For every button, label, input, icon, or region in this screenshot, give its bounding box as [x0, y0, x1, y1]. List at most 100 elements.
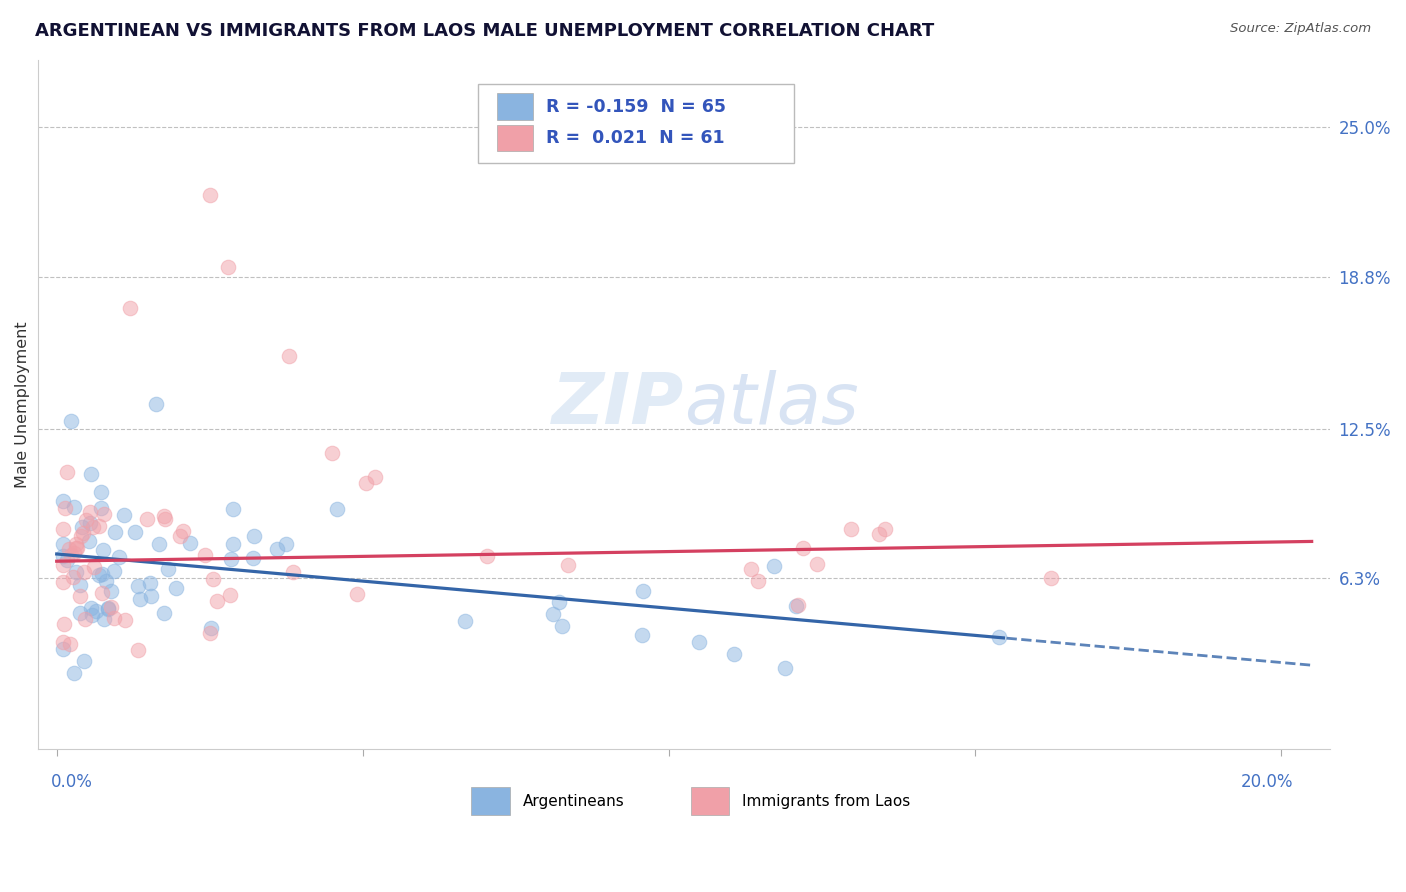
Point — [52, 634, 75, 648]
Point — [194, 548, 217, 562]
Point — [222, 502, 245, 516]
Point — [205, 594, 228, 608]
FancyBboxPatch shape — [478, 84, 794, 163]
Point — [90, 566, 112, 581]
Point — [200, 626, 222, 640]
Text: atlas: atlas — [685, 370, 859, 439]
Point — [773, 661, 796, 675]
Point — [547, 595, 569, 609]
Point — [59, 637, 82, 651]
Text: ARGENTINEAN VS IMMIGRANTS FROM LAOS MALE UNEMPLOYMENT CORRELATION CHART: ARGENTINEAN VS IMMIGRANTS FROM LAOS MALE… — [35, 22, 935, 40]
Point — [763, 558, 786, 573]
Point — [96, 574, 118, 588]
Point — [108, 550, 131, 565]
Point — [785, 599, 807, 613]
Point — [79, 516, 101, 530]
Point — [988, 630, 1011, 644]
Point — [103, 564, 125, 578]
Point — [475, 549, 498, 563]
Point — [172, 524, 194, 539]
Point — [73, 565, 96, 579]
Bar — [496, 125, 533, 152]
Text: 20.0%: 20.0% — [1241, 773, 1294, 791]
Point — [58, 542, 80, 557]
Point — [62, 570, 84, 584]
Point — [73, 654, 96, 668]
Point — [114, 613, 136, 627]
Point — [52, 574, 75, 589]
Bar — [690, 788, 730, 814]
Point — [89, 518, 111, 533]
Point — [218, 588, 240, 602]
Point — [52, 641, 75, 656]
Point — [740, 562, 762, 576]
Point — [52, 616, 75, 631]
Point — [112, 508, 135, 523]
Point — [91, 542, 114, 557]
Point — [148, 537, 170, 551]
Point — [65, 537, 87, 551]
Point — [52, 549, 75, 564]
Point — [100, 584, 122, 599]
Point — [786, 598, 808, 612]
Point — [77, 533, 100, 548]
Point — [839, 522, 862, 536]
Point — [356, 476, 378, 491]
Point — [93, 612, 115, 626]
Point — [82, 519, 104, 533]
Point — [56, 465, 79, 479]
Point — [129, 592, 152, 607]
Point — [747, 574, 769, 589]
Point — [56, 553, 79, 567]
Point — [65, 541, 87, 555]
Point — [541, 607, 564, 622]
Point — [52, 494, 75, 508]
Bar — [496, 94, 533, 120]
Point — [90, 484, 112, 499]
Point — [557, 558, 579, 572]
Point — [80, 467, 103, 482]
Point — [104, 525, 127, 540]
Point — [454, 614, 477, 628]
Point — [59, 548, 82, 562]
Point — [97, 601, 120, 615]
Point — [346, 587, 368, 601]
Point — [62, 500, 84, 515]
Point — [120, 301, 142, 315]
Point — [80, 607, 103, 622]
Point — [97, 602, 120, 616]
Point — [169, 529, 191, 543]
Text: Source: ZipAtlas.com: Source: ZipAtlas.com — [1230, 22, 1371, 36]
Point — [75, 513, 97, 527]
Point — [65, 565, 87, 579]
Point — [100, 600, 122, 615]
Point — [69, 578, 91, 592]
Point — [222, 537, 245, 551]
Point — [723, 648, 745, 662]
Point — [90, 501, 112, 516]
Point — [79, 504, 101, 518]
Text: Argentineans: Argentineans — [523, 794, 624, 808]
Point — [266, 542, 288, 557]
Point — [217, 260, 239, 274]
Point — [153, 606, 176, 620]
Point — [198, 187, 221, 202]
Point — [242, 529, 264, 543]
Point — [60, 414, 83, 428]
Point — [73, 612, 96, 626]
Point — [873, 522, 896, 536]
Point — [103, 611, 125, 625]
Point — [53, 501, 76, 516]
Point — [792, 541, 814, 555]
Point — [689, 635, 711, 649]
Point — [65, 541, 87, 555]
Point — [72, 526, 94, 541]
Y-axis label: Male Unemployment: Male Unemployment — [15, 321, 30, 488]
Point — [202, 572, 225, 586]
Point — [69, 606, 91, 620]
Text: ZIP: ZIP — [553, 370, 685, 439]
Point — [631, 627, 654, 641]
Point — [70, 520, 93, 534]
Point — [179, 535, 201, 549]
Point — [868, 527, 890, 541]
